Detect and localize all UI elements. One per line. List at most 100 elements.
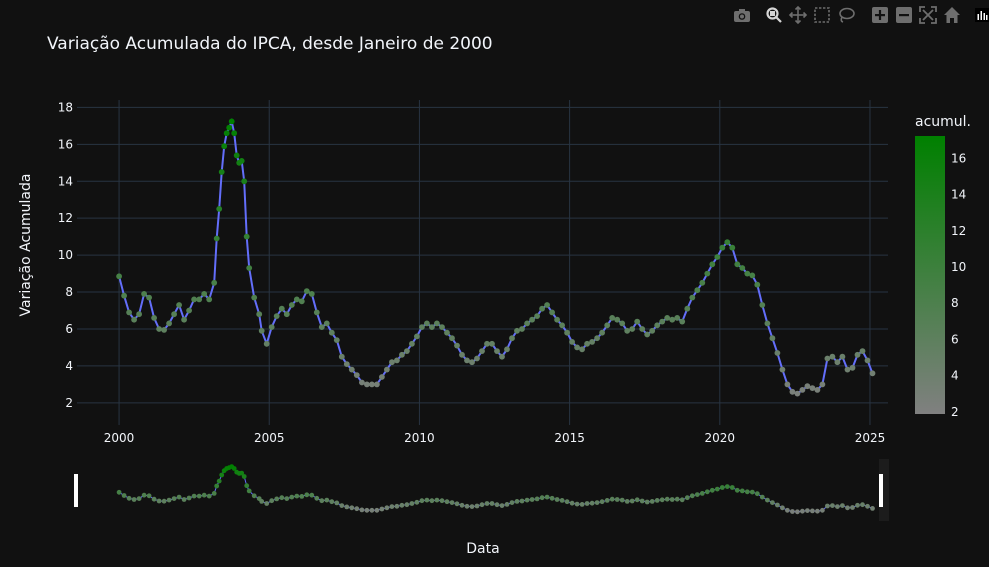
data-point[interactable] <box>774 350 781 356</box>
data-point[interactable] <box>639 326 646 332</box>
data-point[interactable] <box>584 340 590 347</box>
data-point[interactable] <box>424 320 430 327</box>
data-point[interactable] <box>151 315 158 321</box>
data-point[interactable] <box>629 326 636 332</box>
data-point[interactable] <box>256 311 263 318</box>
data-point[interactable] <box>469 359 475 366</box>
data-point[interactable] <box>669 316 676 323</box>
data-point[interactable] <box>534 313 540 319</box>
data-point[interactable] <box>201 291 208 297</box>
data-point[interactable] <box>679 318 686 325</box>
data-point[interactable] <box>769 335 776 342</box>
data-point[interactable] <box>854 351 861 358</box>
data-point[interactable] <box>384 366 390 373</box>
data-point[interactable] <box>709 261 716 268</box>
data-point[interactable] <box>804 383 811 390</box>
data-point[interactable] <box>251 294 258 301</box>
data-point[interactable] <box>414 333 420 340</box>
data-point[interactable] <box>664 315 671 321</box>
data-point[interactable] <box>231 130 238 137</box>
lasso-select-icon[interactable] <box>839 7 855 23</box>
data-point[interactable] <box>263 340 270 347</box>
data-point[interactable] <box>754 281 761 288</box>
data-point[interactable] <box>864 357 871 364</box>
data-point[interactable] <box>564 329 570 336</box>
data-point[interactable] <box>579 346 585 353</box>
data-point[interactable] <box>273 313 280 319</box>
data-point[interactable] <box>313 309 320 316</box>
data-point[interactable] <box>399 351 405 358</box>
autoscale-icon[interactable] <box>919 6 937 24</box>
data-point[interactable] <box>819 381 826 388</box>
data-point[interactable] <box>674 315 681 321</box>
data-point[interactable] <box>744 270 751 277</box>
data-point[interactable] <box>499 353 505 360</box>
box-select-icon[interactable] <box>814 7 830 23</box>
data-point[interactable] <box>589 339 595 345</box>
data-point[interactable] <box>213 235 220 242</box>
data-point[interactable] <box>784 381 791 388</box>
data-point[interactable] <box>216 206 223 212</box>
data-point[interactable] <box>246 265 253 271</box>
data-point[interactable] <box>839 353 846 360</box>
data-point[interactable] <box>694 287 701 294</box>
data-point[interactable] <box>734 261 741 268</box>
data-point[interactable] <box>794 390 801 397</box>
data-point[interactable] <box>849 364 856 371</box>
data-point[interactable] <box>268 324 275 330</box>
data-point[interactable] <box>459 351 465 358</box>
data-point[interactable] <box>799 387 806 393</box>
data-point[interactable] <box>654 322 661 329</box>
data-point[interactable] <box>353 372 360 378</box>
data-point[interactable] <box>834 359 841 366</box>
data-point[interactable] <box>303 288 310 294</box>
data-point[interactable] <box>714 254 721 260</box>
data-point[interactable] <box>221 143 228 150</box>
data-point[interactable] <box>283 311 290 318</box>
data-point[interactable] <box>136 311 143 318</box>
data-point[interactable] <box>699 279 706 286</box>
data-point[interactable] <box>789 388 796 395</box>
camera-icon[interactable] <box>734 9 750 22</box>
range-slider-handle-right[interactable] <box>879 474 883 507</box>
data-point[interactable] <box>649 327 656 334</box>
data-point[interactable] <box>333 337 340 343</box>
data-point[interactable] <box>684 305 691 312</box>
data-point[interactable] <box>379 374 385 380</box>
data-point[interactable] <box>298 298 305 305</box>
data-point[interactable] <box>126 309 132 316</box>
data-point[interactable] <box>166 320 173 327</box>
data-point[interactable] <box>389 359 395 366</box>
data-point[interactable] <box>504 346 510 353</box>
data-point[interactable] <box>474 355 480 362</box>
data-point[interactable] <box>529 316 535 323</box>
data-point[interactable] <box>764 320 771 327</box>
data-point[interactable] <box>429 324 435 330</box>
data-point[interactable] <box>369 381 375 388</box>
data-point[interactable] <box>574 344 580 351</box>
plotly-logo-icon[interactable] <box>975 8 989 22</box>
data-point[interactable] <box>824 355 831 362</box>
range-slider-handle-left[interactable] <box>74 474 78 507</box>
data-point[interactable] <box>116 273 122 280</box>
data-point[interactable] <box>404 348 410 354</box>
home-icon[interactable] <box>944 7 960 23</box>
zoom-icon[interactable] <box>766 7 782 23</box>
data-point[interactable] <box>211 279 218 286</box>
data-point[interactable] <box>559 322 565 329</box>
data-point[interactable] <box>161 327 168 333</box>
data-point[interactable] <box>206 296 213 303</box>
data-point[interactable] <box>434 320 440 327</box>
data-point[interactable] <box>191 296 198 303</box>
data-point[interactable] <box>479 348 485 354</box>
data-point[interactable] <box>759 302 766 308</box>
data-point[interactable] <box>359 379 365 386</box>
data-point[interactable] <box>724 239 731 246</box>
data-point[interactable] <box>539 305 545 312</box>
data-point[interactable] <box>348 366 355 373</box>
data-point[interactable] <box>594 335 600 342</box>
data-point[interactable] <box>444 329 450 336</box>
data-point[interactable] <box>449 335 455 342</box>
data-point[interactable] <box>318 324 325 330</box>
